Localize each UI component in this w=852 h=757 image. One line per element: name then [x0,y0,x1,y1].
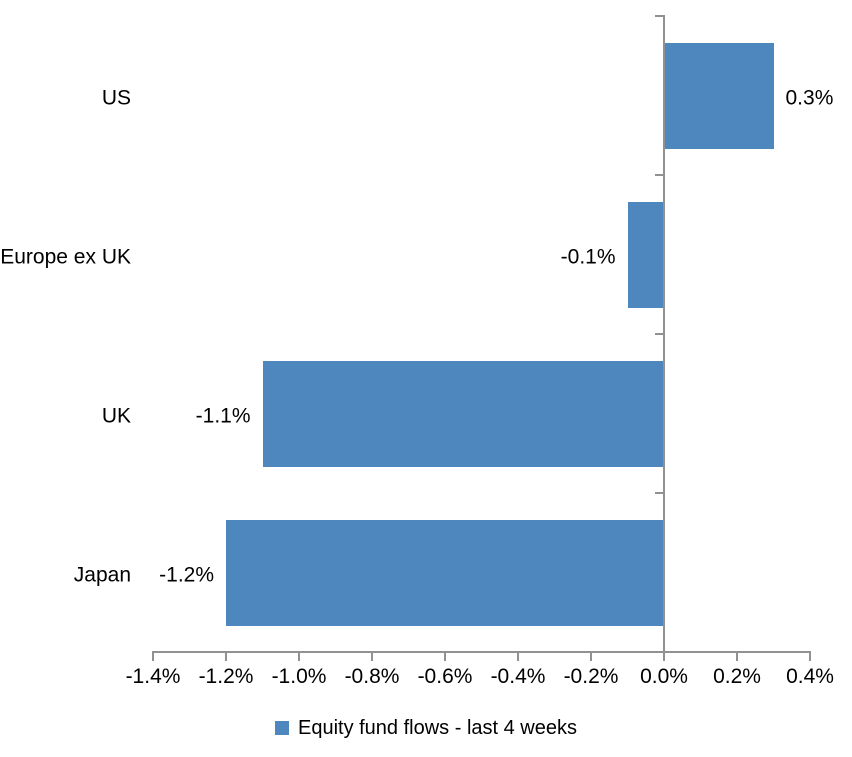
category-axis-tick [655,651,664,653]
data-label-us: 0.3% [785,86,834,109]
legend-label: Equity fund flows - last 4 weeks [297,717,577,739]
plot-area: 0.3% -0.1% -1.1% -1.2% [153,16,833,652]
x-axis-tick [225,651,227,661]
x-axis-line [152,651,811,653]
x-axis-tick [517,651,519,661]
x-axis-tick [663,651,665,661]
category-axis-tick [655,15,664,17]
category-axis-tick [655,492,664,494]
category-axis-tick [655,174,664,176]
x-axis-tick [736,651,738,661]
category-axis-labels: US Europe ex UK UK Japan [0,16,131,652]
category-label-japan: Japan [73,563,131,586]
legend: Equity fund flows - last 4 weeks [0,716,852,740]
bar-uk [262,360,664,467]
bar-us [664,42,774,149]
bar-europe-ex-uk [627,201,664,308]
x-tick-label: -1.0% [271,665,327,688]
x-axis-tick [298,651,300,661]
data-label-europe-ex-uk: -0.1% [560,245,616,268]
x-axis-tick [371,651,373,661]
category-axis-tick [655,333,664,335]
x-tick-label: -1.2% [198,665,254,688]
x-tick-label: 0.0% [640,665,688,688]
x-tick-label: 0.4% [786,665,834,688]
x-axis-tick [444,651,446,661]
x-axis-tick [152,651,154,661]
x-tick-label: -0.8% [344,665,400,688]
category-label-us: US [101,86,131,109]
x-axis-tick [809,651,811,661]
x-axis-tick [590,651,592,661]
data-label-japan: -1.2% [159,563,214,586]
legend-swatch-icon [274,721,289,735]
x-tick-label: -0.6% [417,665,473,688]
bar-japan [226,519,664,626]
category-label-europe-ex-uk: Europe ex UK [0,245,131,268]
x-tick-label: -0.4% [490,665,546,688]
category-label-uk: UK [101,404,131,427]
data-label-uk: -1.1% [195,404,251,427]
x-tick-label: 0.2% [713,665,761,688]
x-tick-label: -0.2% [563,665,619,688]
x-tick-label: -1.4% [125,665,181,688]
category-axis-line [663,15,665,653]
